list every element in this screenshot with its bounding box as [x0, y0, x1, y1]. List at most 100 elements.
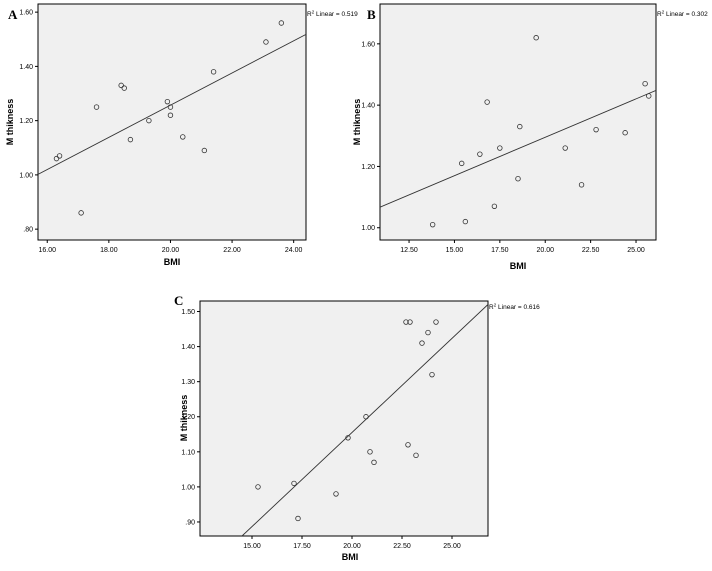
y-axis-title: M thikness	[352, 99, 362, 146]
y-tick-label: .80	[23, 227, 33, 234]
y-tick-label: 1.40	[361, 103, 375, 110]
y-tick-label: 1.40	[19, 64, 33, 71]
data-point	[419, 340, 425, 346]
panel-label: B	[367, 7, 376, 22]
r2-symbol: R	[489, 304, 494, 311]
y-axis-title: M thikness	[179, 395, 189, 442]
x-tick-label: 24.00	[285, 247, 303, 254]
x-tick-label: 18.00	[100, 247, 118, 254]
data-point	[429, 221, 436, 228]
data-point	[333, 491, 339, 497]
y-tick-label: 1.60	[19, 10, 33, 17]
plot-area	[37, 3, 307, 241]
data-point	[433, 319, 439, 325]
x-tick-label: 20.00	[343, 543, 361, 550]
panel-a: A 16.00 18.00 20.00 22.00 24.00 .80 1.00 1.20 1.…	[5, 3, 358, 267]
data-point	[484, 99, 490, 105]
data-point	[201, 147, 208, 154]
data-point	[345, 435, 351, 441]
y-tick-label: 1.30	[181, 379, 195, 386]
data-point	[533, 35, 539, 41]
r2-annotation: R2 Linear = 0.519	[307, 10, 358, 19]
data-point	[491, 203, 498, 209]
y-tick-label: 1.00	[181, 484, 195, 491]
data-point	[146, 117, 152, 124]
x-tick-label: 22.50	[393, 543, 411, 550]
y-tick-label: 1.10	[181, 449, 195, 456]
data-point	[167, 112, 174, 118]
data-point	[291, 480, 297, 487]
panel-label: C	[174, 293, 183, 308]
x-tick-label: 22.50	[582, 247, 600, 254]
panel-b: B 12.50 15.00 17.50 20.00 22.50 25.00 1.00 1.20…	[352, 3, 708, 271]
x-tick-label: 16.00	[38, 247, 56, 254]
x-tick-label: 22.00	[223, 247, 241, 254]
y-tick-label: 1.40	[181, 344, 195, 351]
data-point	[622, 130, 628, 136]
data-point	[517, 123, 523, 130]
panel-c: C 15.00 17.50 20.00 22.50 25.00 .90 1.00 1.10 1.…	[174, 293, 540, 562]
data-point	[371, 459, 377, 466]
data-point	[593, 126, 599, 133]
data-point	[477, 151, 483, 157]
data-point	[459, 160, 465, 167]
data-point	[210, 69, 217, 75]
data-point	[562, 145, 568, 151]
data-points: 16.00 18.00 20.00 22.00 24.00 .80 1.00 1.20 1.40…	[19, 10, 306, 254]
r2-annotation: R2 Linear = 0.616	[489, 303, 540, 312]
data-point	[642, 80, 648, 87]
data-point	[405, 442, 411, 448]
x-tick-label: 25.00	[443, 543, 461, 550]
y-tick-label: 1.20	[19, 118, 33, 125]
x-axis-title: BMI	[164, 257, 181, 267]
x-tick-label: 17.50	[491, 247, 509, 254]
fit-line	[241, 304, 488, 536]
y-tick-label: 1.00	[361, 225, 375, 232]
data-point	[497, 145, 503, 151]
data-point	[180, 134, 186, 140]
data-point	[425, 329, 431, 336]
fit-line	[38, 33, 306, 175]
data-point	[403, 319, 409, 325]
x-tick-label: 17.50	[293, 543, 311, 550]
y-tick-label: 1.50	[181, 309, 195, 316]
data-point	[578, 182, 585, 188]
x-axis-title: BMI	[342, 552, 359, 562]
data-point	[121, 85, 127, 91]
data-point	[413, 452, 419, 459]
fit-line	[380, 90, 656, 208]
data-points: 15.00 17.50 20.00 22.50 25.00 .90 1.00 1.10 1.20…	[181, 304, 488, 550]
x-tick-label: 20.00	[162, 247, 180, 254]
y-axis-title: M thikness	[5, 99, 15, 146]
data-point	[363, 414, 369, 420]
x-tick-label: 20.00	[536, 247, 554, 254]
data-point	[118, 82, 124, 89]
data-point	[429, 371, 435, 378]
plot-area	[379, 3, 657, 241]
plot-area	[199, 300, 489, 537]
x-tick-label: 15.00	[243, 543, 261, 550]
r2-value: Linear = 0.616	[496, 304, 540, 311]
data-points: 12.50 15.00 17.50 20.00 22.50 25.00 1.00 1.20 1.…	[361, 35, 656, 254]
r2-superscript: 2	[312, 10, 315, 15]
r2-value: Linear = 0.519	[314, 11, 358, 18]
x-axis-title: BMI	[510, 261, 527, 271]
data-point	[263, 39, 269, 45]
x-tick-label: 25.00	[627, 247, 645, 254]
data-point	[164, 98, 171, 105]
data-point	[78, 210, 84, 216]
y-tick-label: 1.20	[361, 164, 375, 171]
data-point	[278, 20, 285, 26]
y-tick-label: 1.60	[361, 41, 375, 48]
data-point	[255, 484, 261, 490]
r2-superscript: 2	[662, 10, 665, 15]
r2-symbol: R	[307, 11, 312, 18]
data-point	[167, 104, 174, 110]
panel-label: A	[8, 7, 18, 22]
data-point	[367, 449, 373, 455]
data-point	[93, 104, 100, 110]
r2-value: Linear = 0.302	[664, 11, 708, 18]
y-tick-label: 1.00	[19, 172, 33, 179]
data-point	[462, 218, 469, 225]
